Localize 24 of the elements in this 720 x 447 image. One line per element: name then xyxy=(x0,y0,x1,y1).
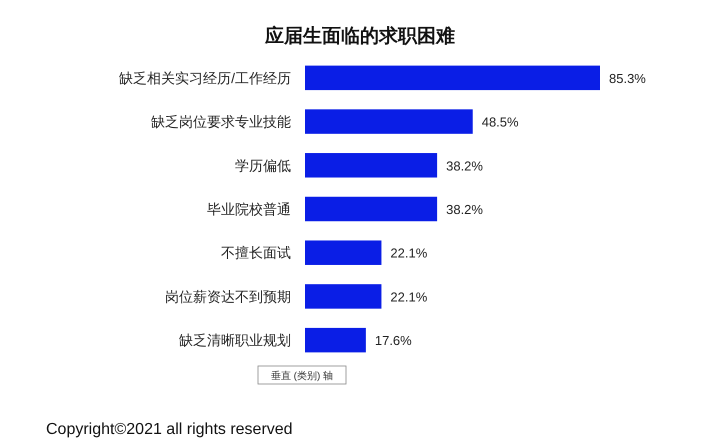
y-tick-label: 缺乏清晰职业规划 xyxy=(179,332,291,348)
data-label: 38.2% xyxy=(446,202,484,217)
bar xyxy=(305,109,473,134)
y-tick-label: 学历偏低 xyxy=(235,157,291,174)
bar xyxy=(305,240,382,265)
bar xyxy=(305,284,382,309)
data-label: 85.3% xyxy=(609,70,646,86)
data-label: 22.1% xyxy=(390,289,428,304)
chart-title: 应届生面临的求职困难 xyxy=(264,25,455,47)
y-tick-label: 不擅长面试 xyxy=(221,244,291,261)
text: 垂直 (类别) 轴 xyxy=(270,370,334,382)
data-label: 22.1% xyxy=(390,246,428,261)
data-label: 38.2% xyxy=(446,158,484,174)
y-tick-label: 岗位薪资达不到预期 xyxy=(165,288,291,304)
bar xyxy=(305,153,438,178)
bar xyxy=(305,196,438,222)
y-tick-label: 缺乏相关实习经历/工作经历 xyxy=(119,70,291,86)
bar xyxy=(305,328,366,352)
text: Copyright©2021 all rights reserved xyxy=(46,421,293,438)
y-tick-label: 毕业院校普通 xyxy=(207,201,291,217)
data-label: 17.6% xyxy=(374,333,412,348)
data-label: 48.5% xyxy=(482,114,520,130)
bar xyxy=(305,66,600,90)
y-tick-label: 缺乏岗位要求专业技能 xyxy=(151,114,291,130)
